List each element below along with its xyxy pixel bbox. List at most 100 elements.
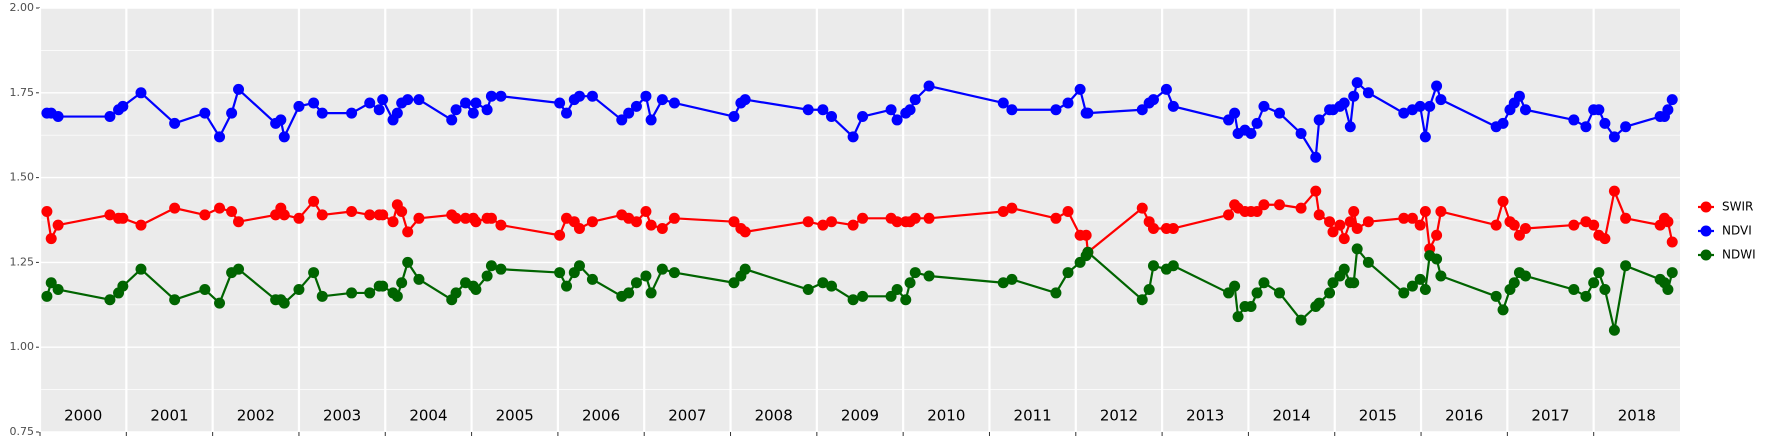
point xyxy=(1497,117,1509,129)
point xyxy=(450,104,462,116)
point xyxy=(739,94,751,106)
point xyxy=(909,267,921,279)
point xyxy=(1414,273,1426,285)
point xyxy=(1258,199,1270,211)
point xyxy=(117,100,129,112)
point xyxy=(1490,219,1502,231)
point xyxy=(485,260,497,272)
point xyxy=(1167,222,1179,234)
point xyxy=(1662,216,1674,228)
point xyxy=(104,111,116,123)
point xyxy=(413,212,425,224)
point xyxy=(885,104,897,116)
point xyxy=(446,114,458,126)
point xyxy=(373,104,385,116)
point xyxy=(1398,107,1410,119)
point xyxy=(1362,216,1374,228)
point xyxy=(1662,284,1674,296)
point xyxy=(1351,222,1363,234)
point xyxy=(1295,314,1307,326)
point xyxy=(900,294,912,306)
year-label: 2007 xyxy=(668,407,706,425)
point xyxy=(396,206,408,218)
point xyxy=(135,87,147,99)
point xyxy=(1580,290,1592,302)
point xyxy=(857,212,869,224)
point xyxy=(402,226,414,238)
point xyxy=(1348,277,1360,289)
point xyxy=(656,263,668,275)
point xyxy=(1599,284,1611,296)
year-label: 2009 xyxy=(841,407,879,425)
point xyxy=(460,97,472,109)
point xyxy=(278,297,290,309)
point xyxy=(169,202,181,214)
point xyxy=(470,216,482,228)
point xyxy=(923,80,935,92)
point xyxy=(645,287,657,299)
point xyxy=(909,212,921,224)
year-label: 2011 xyxy=(1014,407,1052,425)
point xyxy=(630,277,642,289)
point xyxy=(623,107,635,119)
point xyxy=(135,219,147,231)
year-label: 2018 xyxy=(1618,407,1656,425)
point xyxy=(1167,100,1179,112)
point xyxy=(293,284,305,296)
point xyxy=(1419,206,1431,218)
point xyxy=(1147,260,1159,272)
point xyxy=(1580,121,1592,133)
point xyxy=(413,273,425,285)
point xyxy=(1258,100,1270,112)
point xyxy=(656,222,668,234)
point xyxy=(169,117,181,129)
point xyxy=(1143,284,1155,296)
point xyxy=(316,290,328,302)
point xyxy=(233,263,245,275)
point xyxy=(1310,151,1322,163)
point xyxy=(586,273,598,285)
point xyxy=(364,287,376,299)
legend-label: SWIR xyxy=(1722,200,1753,214)
point xyxy=(293,212,305,224)
point xyxy=(450,212,462,224)
point xyxy=(1344,121,1356,133)
point xyxy=(1435,270,1447,282)
point xyxy=(199,284,211,296)
point xyxy=(1313,297,1325,309)
point xyxy=(391,107,403,119)
point xyxy=(233,216,245,228)
point xyxy=(1062,97,1074,109)
point xyxy=(396,277,408,289)
point xyxy=(1406,280,1418,292)
point xyxy=(104,294,116,306)
point xyxy=(1006,104,1018,116)
y-tick-label: 1.00 xyxy=(10,340,35,353)
point xyxy=(573,222,585,234)
point xyxy=(1351,243,1363,255)
point xyxy=(1273,199,1285,211)
y-tick-label: 1.25 xyxy=(10,255,35,268)
y-tick-label: 0.75 xyxy=(10,425,35,438)
point xyxy=(135,263,147,275)
point xyxy=(630,100,642,112)
point xyxy=(1324,216,1336,228)
point xyxy=(817,219,829,231)
year-label: 2008 xyxy=(755,407,793,425)
point xyxy=(481,104,493,116)
point xyxy=(1223,209,1235,221)
y-tick-label: 1.50 xyxy=(10,171,35,184)
point xyxy=(1599,117,1611,129)
point xyxy=(1324,287,1336,299)
point xyxy=(586,90,598,102)
point xyxy=(1519,222,1531,234)
point xyxy=(1419,131,1431,143)
point xyxy=(1006,202,1018,214)
point xyxy=(346,107,358,119)
point xyxy=(668,212,680,224)
point xyxy=(377,209,389,221)
point xyxy=(104,209,116,221)
year-label: 2006 xyxy=(582,407,620,425)
point xyxy=(1435,206,1447,218)
point xyxy=(573,90,585,102)
